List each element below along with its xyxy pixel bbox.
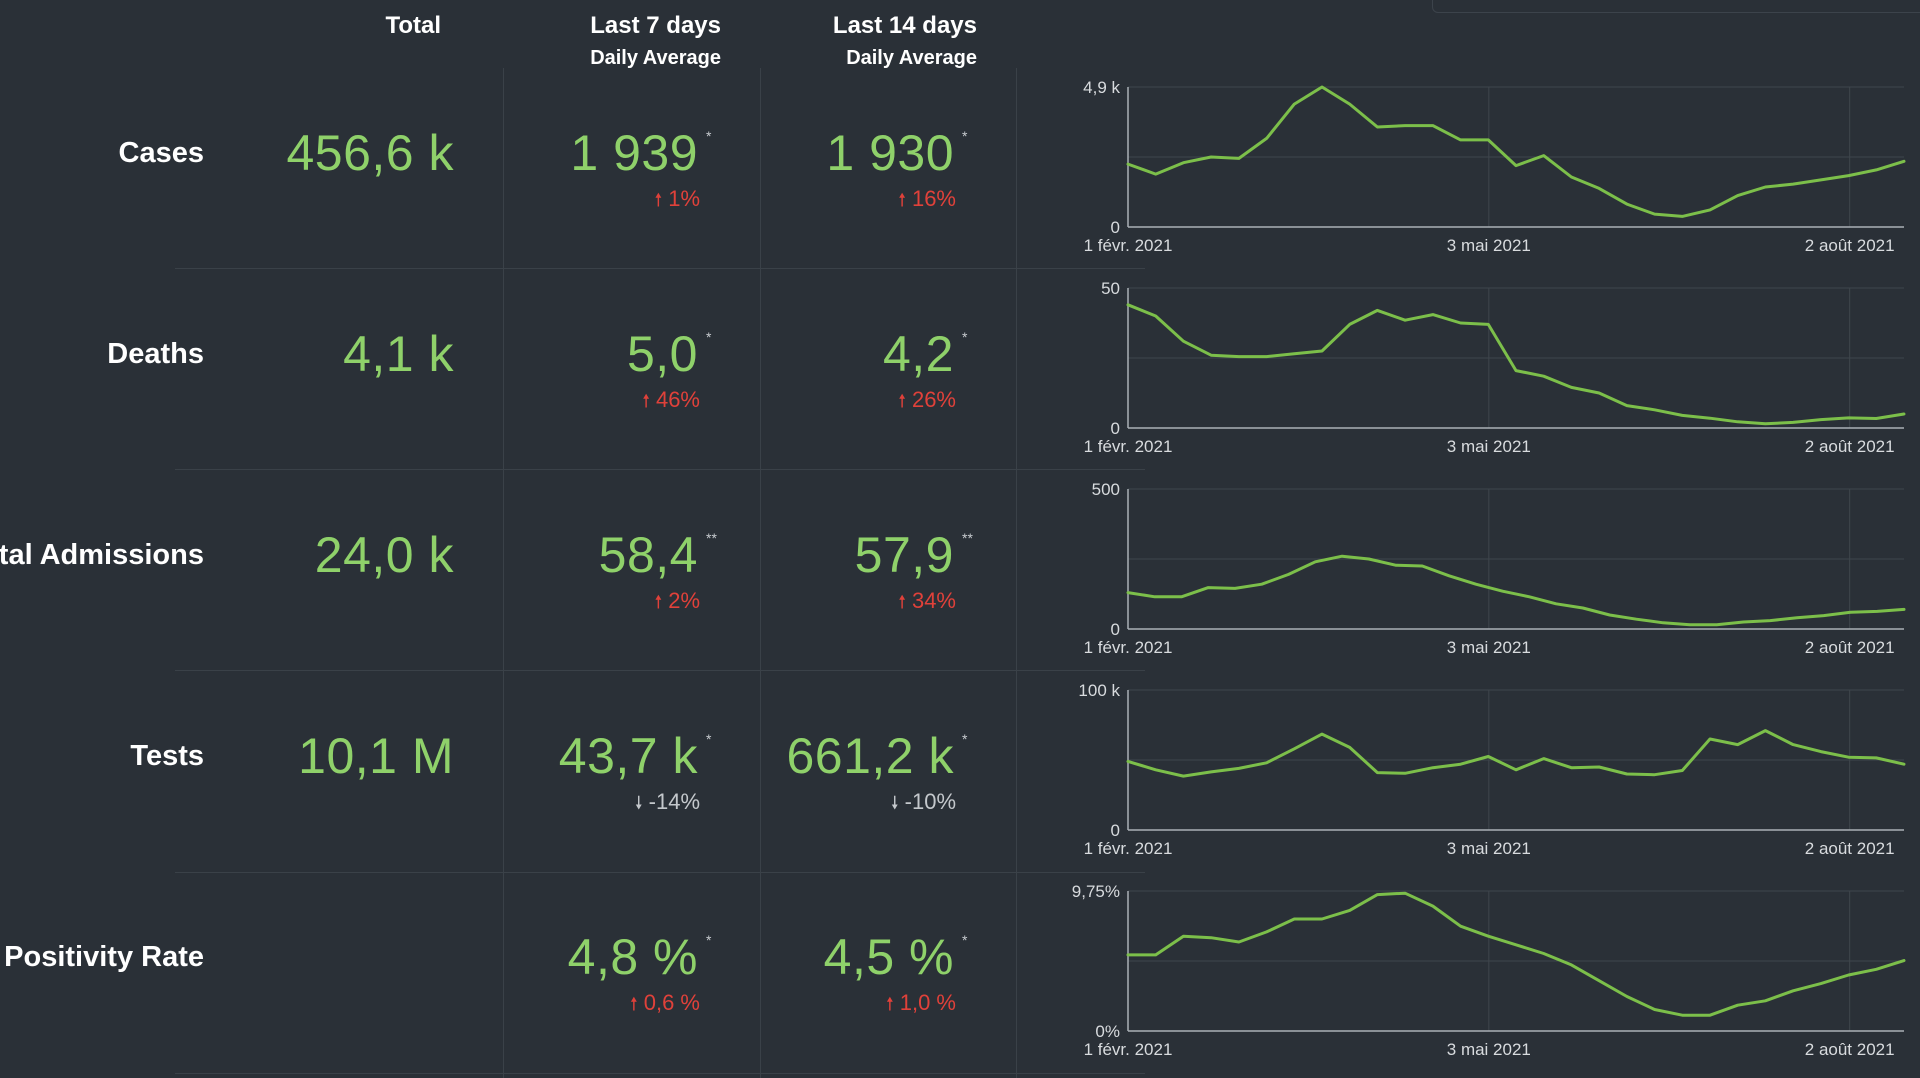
admissions-avg14-mark: ** [962,530,973,546]
header-last7-sub: Daily Average [590,47,721,69]
x-tick-label: 3 mai 2021 [1447,638,1531,657]
row-divider [175,1073,1145,1074]
header-total: Total [385,12,441,39]
column-divider [1016,68,1017,1078]
y-tick-label: 0 [1111,821,1120,840]
series-line [1126,85,1906,218]
arrow-up-icon: 🠕 [654,190,663,210]
positivity-chg14: 🠕 1,0 % [886,990,956,1022]
deaths-avg14-mark: * [962,329,968,345]
y-tick-label: 50 [1101,279,1120,298]
arrow-up-icon: 🠕 [898,190,906,210]
x-tick-label: 3 mai 2021 [1447,236,1531,255]
cases-avg14: 1 930 [826,125,954,181]
arrow-up-icon: 🠕 [898,592,906,612]
deaths-chart: 50 01 févr. 2021 3 mai 2021 2 août 2021 [1084,279,1906,456]
column-divider [760,68,761,1078]
deaths-chg14: 🠕 26% [898,387,956,419]
row-divider [175,872,1145,873]
x-tick-label: 3 mai 2021 [1447,437,1531,456]
tests-chart: 100 k 01 févr. 2021 3 mai 2021 2 août 2021 [1078,681,1906,858]
row-label-hospital-admissions: ital Admissions [0,539,204,571]
tests-total: 10,1 M [298,728,454,784]
top-right-panel [1432,0,1920,13]
arrow-up-icon: 🠕 [642,391,650,411]
admissions-avg7-mark: ** [706,530,717,546]
y-tick-label: 4,9 k [1083,78,1120,97]
row-divider [175,670,1145,671]
y-tick-label: 0 [1111,620,1120,639]
x-tick-label: 1 févr. 2021 [1084,437,1173,456]
y-tick-label: 0 [1111,419,1120,438]
arrow-up-icon: 🠕 [630,994,638,1014]
deaths-total: 4,1 k [343,326,454,382]
admissions-chg7: 🠕 2% [654,588,700,620]
cases-total: 456,6 k [286,125,454,181]
row-label-tests: Tests [130,740,204,772]
row-label-cases: Cases [118,137,204,169]
arrow-up-icon: 🠕 [898,391,906,411]
tests-avg7-mark: * [706,731,712,747]
y-tick-label: 0% [1095,1022,1120,1041]
cases-avg14-mark: * [962,128,968,144]
positivity-rate-chart: 9,75% 0%1 févr. 2021 3 mai 2021 2 août 2021 [1072,882,1906,1059]
header-last14-sub: Daily Average [846,47,977,69]
y-tick-label: 500 [1092,480,1120,499]
series-line [1126,729,1906,778]
x-tick-label: 2 août 2021 [1805,236,1895,255]
row-divider [175,268,1145,269]
x-tick-label: 1 févr. 2021 [1084,638,1173,657]
series-line [1126,891,1906,1017]
tests-avg14: 661,2 k [786,728,954,784]
deaths-chg7: 🠕 46% [642,387,700,419]
x-tick-label: 1 févr. 2021 [1084,839,1173,858]
series-line [1126,554,1906,627]
tests-chg7: 🠗 -14% [635,789,700,821]
admissions-chg14: 🠕 34% [898,588,956,620]
y-tick-label: 9,75% [1072,882,1120,901]
x-tick-label: 2 août 2021 [1805,839,1895,858]
row-divider [175,469,1145,470]
admissions-total: 24,0 k [314,527,454,583]
tests-chg14: 🠗 -10% [891,789,956,821]
x-tick-label: 2 août 2021 [1805,437,1895,456]
deaths-avg14: 4,2 [882,326,954,382]
x-tick-label: 1 févr. 2021 [1084,1040,1173,1059]
y-tick-label: 0 [1111,218,1120,237]
cases-chg7: 🠕 1% [654,186,700,218]
y-tick-label: 100 k [1078,681,1120,700]
arrow-up-icon: 🠕 [886,994,894,1014]
x-tick-label: 3 mai 2021 [1447,1040,1531,1059]
positivity-avg14-mark: * [962,932,968,948]
cases-chg14: 🠕 16% [898,186,956,218]
header-last14: Last 14 days [832,12,977,39]
deaths-avg7: 5,0 [626,326,698,382]
tests-avg7: 43,7 k [558,728,698,784]
cases-avg7: 1 939 [570,125,698,181]
x-tick-label: 1 févr. 2021 [1084,236,1173,255]
tests-avg14-mark: * [962,731,968,747]
cases-avg7-mark: * [706,128,712,144]
x-tick-label: 2 août 2021 [1805,638,1895,657]
row-label-deaths: Deaths [107,338,204,370]
hospital-admissions-chart: 500 01 févr. 2021 3 mai 2021 2 août 2021 [1084,480,1906,657]
deaths-avg7-mark: * [706,329,712,345]
row-label-positivity-rate: Positivity Rate [4,941,204,973]
positivity-avg7-mark: * [706,932,712,948]
series-line [1126,303,1906,426]
positivity-avg14: 4,5 % [823,929,954,985]
arrow-down-icon: 🠗 [634,793,643,813]
admissions-avg7: 58,4 [598,527,698,583]
positivity-avg7: 4,8 % [567,929,698,985]
arrow-up-icon: 🠕 [654,592,663,612]
x-tick-label: 2 août 2021 [1805,1040,1895,1059]
cases-chart: 4,9 k 01 févr. 2021 3 mai 2021 2 août 2021 [1083,78,1906,255]
positivity-chg7: 🠕 0,6 % [630,990,700,1022]
x-tick-label: 3 mai 2021 [1447,839,1531,858]
admissions-avg14: 57,9 [854,527,954,583]
arrow-down-icon: 🠗 [890,793,899,813]
column-divider [503,68,504,1078]
header-last7: Last 7 days [590,12,721,39]
